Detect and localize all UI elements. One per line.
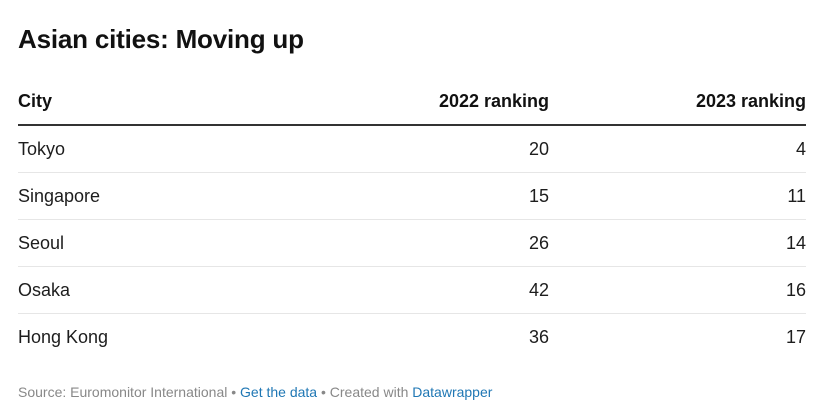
cell-2023-ranking: 11 bbox=[549, 172, 806, 220]
created-with-text: Created with bbox=[329, 384, 409, 400]
cell-city: Tokyo bbox=[18, 125, 268, 173]
table-row: Singapore 15 11 bbox=[18, 172, 806, 220]
cell-city: Hong Kong bbox=[18, 326, 109, 347]
cell-2023-ranking: 17 bbox=[785, 326, 806, 347]
table-row: Tokyo 20 4 bbox=[18, 125, 806, 173]
chart-footer: Source: Euromonitor International • Get … bbox=[18, 384, 492, 400]
cell-city: Seoul bbox=[18, 219, 268, 267]
ranking-table: City 2022 ranking 2023 ranking Tokyo 20 … bbox=[18, 79, 806, 360]
table-row: Osaka 42 16 bbox=[18, 266, 806, 314]
cell-2022-ranking: 42 bbox=[268, 266, 549, 314]
cell-city: Singapore bbox=[18, 172, 268, 220]
footer-separator: • bbox=[231, 384, 237, 400]
cell-2022-ranking: 36 bbox=[528, 326, 549, 347]
cell-2022-ranking: 20 bbox=[268, 125, 549, 173]
table-header-row: City 2022 ranking 2023 ranking bbox=[18, 79, 806, 126]
cell-2023-ranking: 14 bbox=[549, 219, 806, 267]
footer-separator: • bbox=[320, 384, 326, 400]
chart-title: Asian cities: Moving up bbox=[18, 24, 304, 54]
cell-2023-ranking: 4 bbox=[549, 125, 806, 173]
cell-2022-ranking: 26 bbox=[268, 219, 549, 267]
table-row: Hong Kong 36 17 bbox=[18, 314, 806, 361]
column-header-2023-ranking[interactable]: 2023 ranking bbox=[549, 79, 806, 126]
column-header-2022-ranking[interactable]: 2022 ranking bbox=[268, 79, 549, 126]
cell-2022-ranking: 15 bbox=[268, 172, 549, 220]
source-note: Source: Euromonitor International bbox=[18, 384, 228, 400]
column-header-city[interactable]: City bbox=[18, 79, 268, 126]
get-the-data-link[interactable]: Get the data bbox=[240, 384, 318, 400]
datawrapper-link[interactable]: Datawrapper bbox=[412, 384, 493, 400]
cell-2023-ranking: 16 bbox=[549, 266, 806, 314]
cell-city: Osaka bbox=[18, 266, 268, 314]
table-row: Seoul 26 14 bbox=[18, 219, 806, 267]
